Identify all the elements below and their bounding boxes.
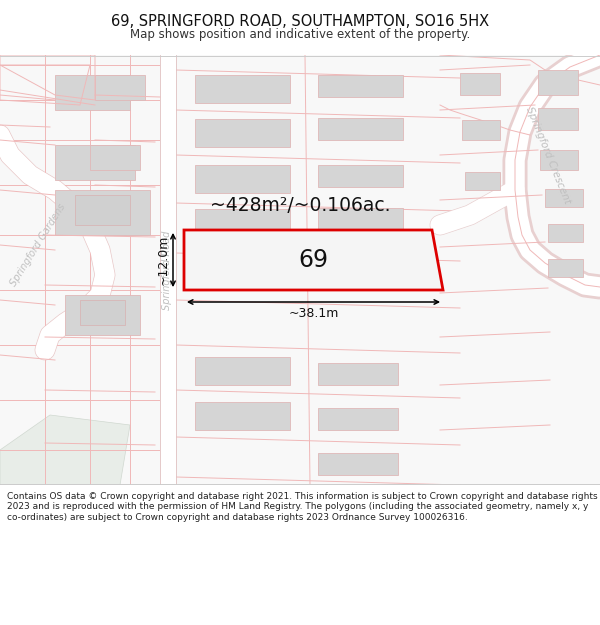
Bar	[195, 357, 290, 385]
Bar	[195, 75, 290, 103]
Bar	[540, 150, 578, 170]
Text: 69: 69	[298, 248, 328, 272]
Bar	[318, 118, 403, 140]
Bar	[462, 120, 500, 140]
Text: ~38.1m: ~38.1m	[289, 307, 338, 320]
Polygon shape	[0, 415, 130, 485]
Bar	[318, 165, 403, 187]
Text: 69, SPRINGFORD ROAD, SOUTHAMPTON, SO16 5HX: 69, SPRINGFORD ROAD, SOUTHAMPTON, SO16 5…	[111, 14, 489, 29]
Bar	[545, 189, 583, 207]
Bar	[195, 209, 290, 237]
Bar	[195, 119, 290, 147]
Bar	[538, 108, 578, 130]
Bar	[318, 408, 398, 430]
Bar	[90, 145, 140, 170]
Polygon shape	[184, 230, 443, 290]
Bar	[95, 75, 145, 100]
Bar	[318, 363, 398, 385]
Text: Springford Gardens: Springford Gardens	[8, 202, 68, 288]
Text: Map shows position and indicative extent of the property.: Map shows position and indicative extent…	[130, 28, 470, 41]
Bar	[318, 208, 403, 230]
Bar	[548, 259, 583, 277]
Bar	[318, 453, 398, 475]
Text: Contains OS data © Crown copyright and database right 2021. This information is : Contains OS data © Crown copyright and d…	[7, 492, 598, 522]
Bar	[160, 55, 176, 485]
Bar	[195, 165, 290, 193]
Bar	[55, 145, 135, 180]
Bar	[548, 224, 583, 242]
Bar	[55, 75, 130, 110]
Text: ~428m²/~0.106ac.: ~428m²/~0.106ac.	[210, 196, 390, 215]
Bar	[195, 402, 290, 430]
Bar	[55, 190, 150, 235]
Text: Springford Crescent: Springford Crescent	[524, 105, 572, 205]
Text: Springford Road: Springford Road	[162, 230, 172, 309]
Bar	[318, 75, 403, 97]
Bar	[538, 70, 578, 95]
Text: ~12.0m: ~12.0m	[157, 235, 170, 285]
Bar	[75, 195, 130, 225]
Bar	[80, 300, 125, 325]
Bar	[460, 73, 500, 95]
Bar	[465, 172, 500, 190]
Bar	[65, 295, 140, 335]
